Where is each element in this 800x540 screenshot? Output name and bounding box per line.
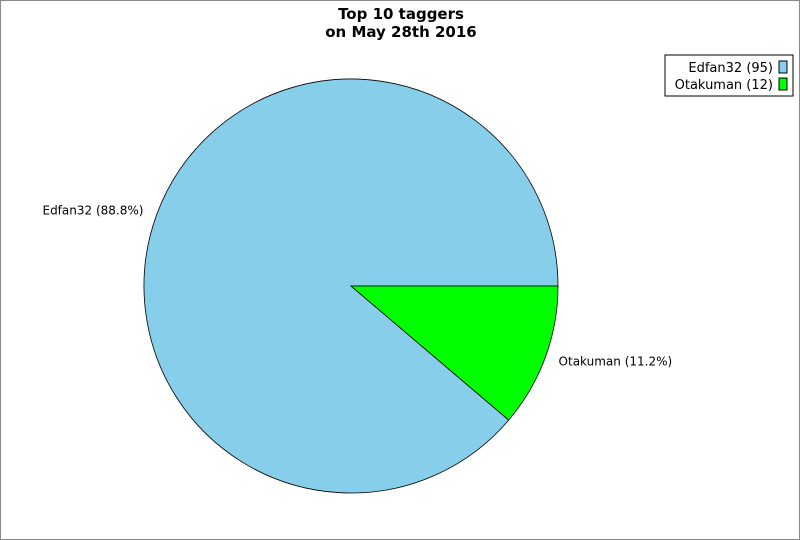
legend-entry: Otakuman (12) bbox=[675, 78, 773, 93]
legend-box bbox=[664, 54, 794, 97]
pie-slice-edfan32 bbox=[143, 78, 559, 494]
legend: Edfan32 (95) Otakuman (12) bbox=[664, 54, 794, 97]
legend-swatch bbox=[778, 60, 788, 74]
legend-entry: Edfan32 (95) bbox=[688, 61, 773, 76]
chart-title: Top 10 taggers bbox=[338, 5, 464, 23]
legend-swatch bbox=[778, 77, 788, 91]
chart-subtitle: on May 28th 2016 bbox=[325, 23, 477, 41]
slice-label: Edfan32 (88.8%) bbox=[42, 203, 143, 217]
slice-label: Otakuman (11.2%) bbox=[559, 355, 673, 369]
pie-slice-otakuman bbox=[349, 285, 559, 421]
